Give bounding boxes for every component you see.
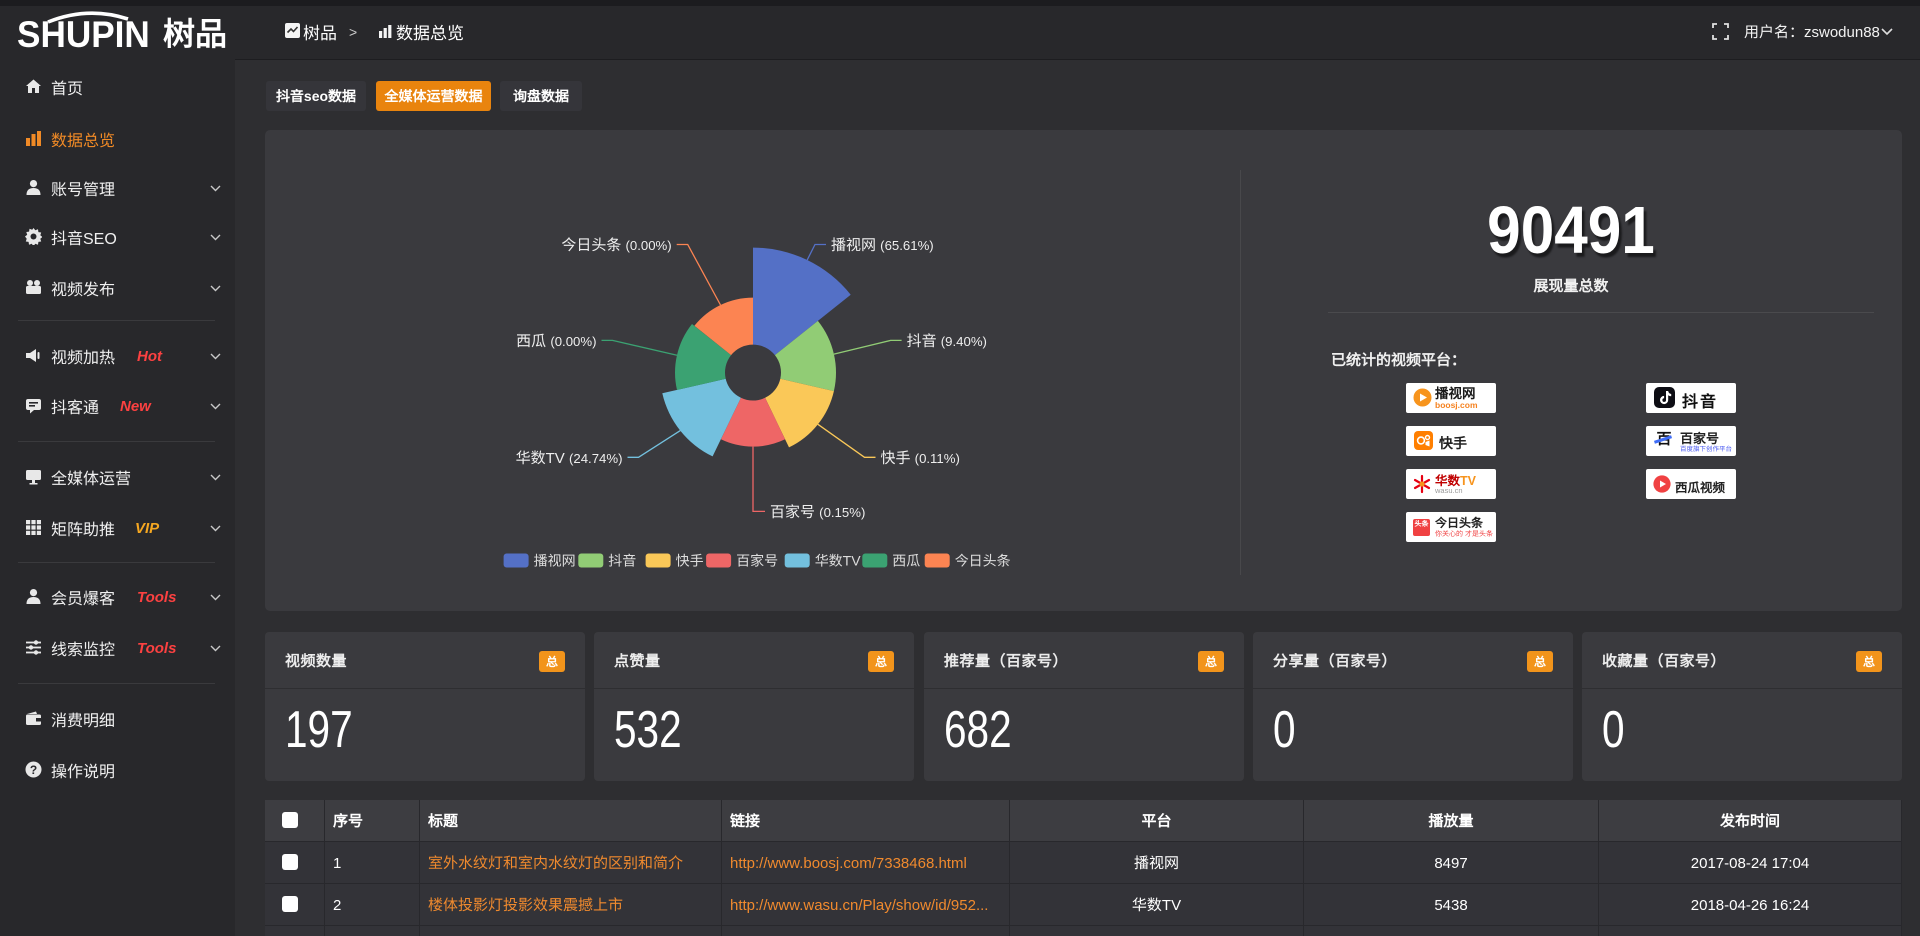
svg-text:抖音 (9.40%): 抖音 (9.40%) — [907, 330, 987, 351]
svg-text:快手: 快手 — [676, 551, 704, 571]
svg-text:百家号: 百家号 — [736, 551, 778, 571]
svg-text:今日头条: 今日头条 — [955, 551, 1011, 571]
svg-text:华数TV: 华数TV — [815, 551, 862, 571]
svg-text:播视网: 播视网 — [534, 551, 576, 571]
svg-text:西瓜: 西瓜 — [892, 551, 920, 571]
svg-text:播视网 (65.61%): 播视网 (65.61%) — [831, 234, 934, 255]
svg-text:?: ? — [30, 763, 37, 777]
svg-text:百家号 (0.15%): 百家号 (0.15%) — [770, 501, 865, 522]
svg-text:抖音: 抖音 — [608, 551, 636, 571]
svg-text:西瓜 (0.00%): 西瓜 (0.00%) — [516, 330, 596, 351]
svg-text:今日头条 (0.00%): 今日头条 (0.00%) — [561, 234, 671, 255]
svg-text:华数TV (24.74%): 华数TV (24.74%) — [516, 447, 623, 468]
svg-text:快手 (0.11%): 快手 (0.11%) — [881, 447, 960, 468]
